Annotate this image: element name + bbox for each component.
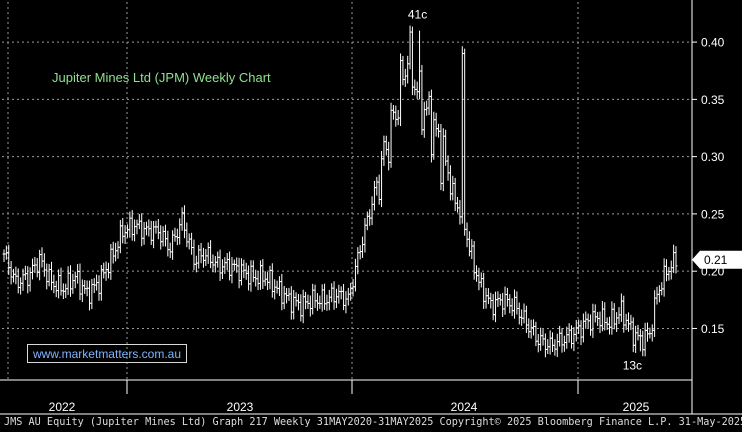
last-price-tag — [692, 250, 742, 269]
annotation-low: 13c — [623, 358, 642, 372]
y-tick-label: 0.15 — [701, 322, 725, 336]
price-bar — [674, 246, 678, 274]
footer-caption: JMS AU Equity (Jupiter Mines Ltd) Graph … — [4, 417, 742, 428]
x-tick-label: 2025 — [623, 400, 650, 414]
y-tick-label: 0.25 — [701, 207, 725, 221]
x-tick-label: 2022 — [49, 400, 76, 414]
annotation-high: 41c — [408, 8, 427, 22]
website-link[interactable]: www.marketmatters.com.au — [27, 344, 187, 363]
y-tick-label: 0.40 — [701, 36, 725, 50]
x-tick-label: 2024 — [451, 400, 478, 414]
y-tick-label: 0.30 — [701, 150, 725, 164]
y-tick-label: 0.35 — [701, 93, 725, 107]
last-price-label: 0.21 — [704, 253, 728, 267]
x-tick-label: 2023 — [227, 400, 254, 414]
chart-title: Jupiter Mines Ltd (JPM) Weekly Chart — [52, 70, 271, 85]
